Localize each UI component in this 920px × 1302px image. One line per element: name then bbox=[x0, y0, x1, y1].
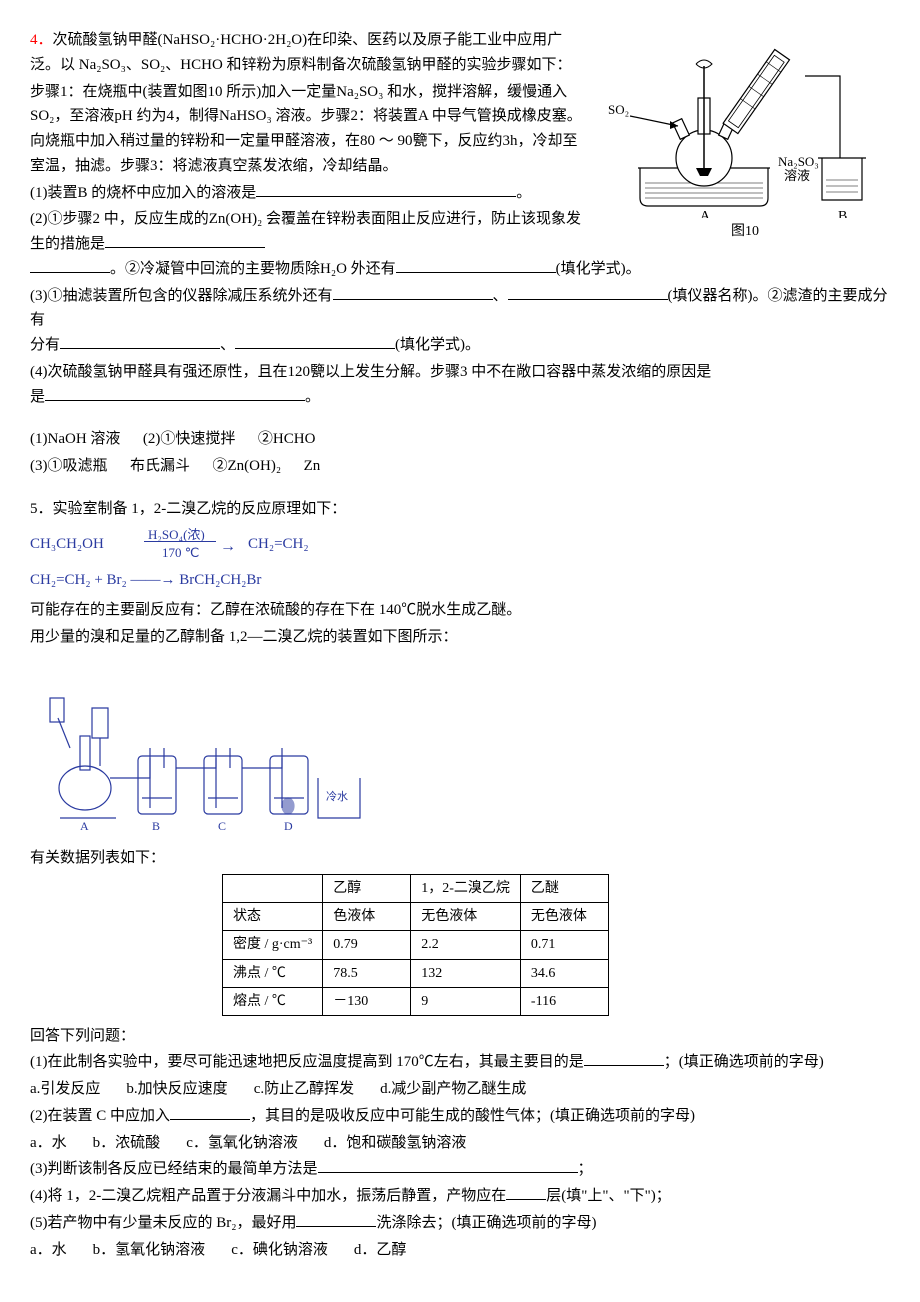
apparatus-a-b-svg: SO₂ Na₂SO₃ 溶液 A B bbox=[600, 28, 890, 218]
apparatus-abcd-svg: A B C D 冷水 bbox=[30, 658, 370, 833]
figure-10-caption: 图10 bbox=[600, 220, 890, 243]
qa-header: 回答下列问题： bbox=[30, 1024, 890, 1049]
blank bbox=[45, 386, 305, 401]
label-b: B bbox=[838, 209, 847, 218]
blank bbox=[318, 1158, 578, 1173]
q5-number: 5． bbox=[30, 501, 53, 517]
blank bbox=[333, 285, 493, 300]
blank bbox=[170, 1105, 250, 1120]
q4-sub4: (4)次硫酸氢钠甲醛具有强还原性，且在120㽉以上发生分解。步骤3 中不在敞口容… bbox=[30, 360, 890, 410]
blank bbox=[256, 182, 516, 197]
label-b: B bbox=[152, 819, 160, 833]
table-row: 熔点 / ℃－1309-116 bbox=[223, 987, 609, 1015]
blank bbox=[508, 285, 668, 300]
figure-10: SO₂ Na₂SO₃ 溶液 A B 图10 bbox=[600, 28, 890, 243]
qa1: (1)在此制各实验中，要尽可能迅速地把反应温度提高到 170℃左右，其最主要目的… bbox=[30, 1050, 890, 1075]
table-row: 乙醇 1，2-二溴乙烷 乙醚 bbox=[223, 875, 609, 903]
blank bbox=[60, 334, 220, 349]
label-so2: SO₂ bbox=[608, 102, 629, 117]
table-row: 密度 / g·cm⁻³0.792.20.71 bbox=[223, 931, 609, 959]
blank bbox=[506, 1185, 546, 1200]
blank bbox=[296, 1212, 376, 1227]
qa5: (5)若产物中有少量未反应的 Br₂，最好用洗涤除去；(填正确选项前的字母) bbox=[30, 1211, 890, 1236]
label-water: 冷水 bbox=[326, 790, 348, 803]
q4-intro-text: 次硫酸氢钠甲醛(NaHSO₂·HCHO·2H₂O)在印染、医药以及原子能工业中应… bbox=[30, 32, 572, 73]
blank bbox=[235, 334, 395, 349]
q5-apparatus-note: 用少量的溴和足量的乙醇制备 1,2—二溴乙烷的装置如下图所示： bbox=[30, 625, 890, 650]
equation-2: CH₂=CH₂ + Br₂ ——→ BrCH₂CH₂Br bbox=[30, 568, 890, 593]
table-row: 状态色液体无色液体无色液体 bbox=[223, 903, 609, 931]
qa4: (4)将 1，2-二溴乙烷粗产品置于分液漏斗中加水，振荡后静置，产物应在层(填"… bbox=[30, 1184, 890, 1209]
qa5-options: a．水b．氢氧化钠溶液c．碘化钠溶液d．乙醇 bbox=[30, 1238, 890, 1263]
data-table: 乙醇 1，2-二溴乙烷 乙醚 状态色液体无色液体无色液体 密度 / g·cm⁻³… bbox=[222, 874, 609, 1015]
q5-side-reaction: 可能存在的主要副反应有：乙醇在浓硫酸的存在下在 140℃脱水生成乙醚。 bbox=[30, 598, 890, 623]
q4-number: 4． bbox=[30, 32, 53, 48]
label-a: A bbox=[700, 209, 711, 218]
table-row: 沸点 / ℃78.513234.6 bbox=[223, 959, 609, 987]
blank bbox=[584, 1051, 664, 1066]
label-d: D bbox=[284, 819, 293, 833]
blank bbox=[30, 258, 110, 273]
blank bbox=[396, 258, 556, 273]
table-intro: 有关数据列表如下： bbox=[30, 846, 890, 871]
label-solution: 溶液 bbox=[784, 168, 810, 183]
q4-answer-2: (3)①吸滤瓶 布氏漏斗 ②Zn(OH)₂ Zn bbox=[30, 454, 890, 479]
label-na2so3: Na₂SO₃ bbox=[778, 154, 819, 169]
q5-intro: 5．实验室制备 1，2-二溴乙烷的反应原理如下： bbox=[30, 497, 890, 522]
blank bbox=[105, 233, 265, 248]
equation-1: CH₃CH₂OH H₂SO₄(浓) 170 ℃ → CH₂=CH₂ bbox=[30, 524, 890, 564]
q4-answer-1: (1)NaOH 溶液 (2)①快速搅拌 ②HCHO bbox=[30, 427, 890, 452]
label-a: A bbox=[80, 819, 89, 833]
q4-sub3: (3)①抽滤装置所包含的仪器除减压系统外还有、(填仪器名称)。②滤渣的主要成分有… bbox=[30, 284, 890, 358]
qa3: (3)判断该制各反应已经结束的最简单方法是； bbox=[30, 1157, 890, 1182]
qa1-options: a.引发反应b.加快反应速度c.防止乙醇挥发d.减少副产物乙醚生成 bbox=[30, 1077, 890, 1102]
qa2: (2)在装置 C 中应加入，其目的是吸收反应中可能生成的酸性气体；(填正确选项前… bbox=[30, 1104, 890, 1129]
label-c: C bbox=[218, 819, 226, 833]
qa2-options: a．水b．浓硫酸c．氢氧化钠溶液d．饱和碳酸氢钠溶液 bbox=[30, 1131, 890, 1156]
